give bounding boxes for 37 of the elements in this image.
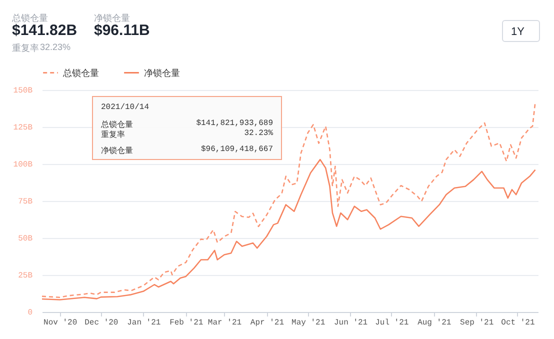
x-tick-label: Feb '21	[170, 318, 204, 328]
legend-label: 净锁仓量	[144, 68, 180, 79]
text: 净锁仓量	[94, 12, 130, 24]
line-series	[41, 158, 536, 300]
text: $96.11B	[94, 22, 150, 40]
y-tick-label: 0	[28, 308, 33, 318]
x-tick-label: Jan '21	[127, 318, 161, 328]
text: 重复率	[12, 42, 39, 55]
annotation: 总锁仓量	[101, 120, 133, 130]
annotation: 32.23%	[244, 129, 273, 138]
x-tick-label: Mar '21	[208, 318, 242, 328]
y-tick-label: 75B	[18, 198, 33, 206]
y-tick-label: 125B	[13, 124, 33, 132]
text: 总锁仓量	[12, 12, 48, 24]
x-tick-label: Dec '20	[84, 318, 118, 328]
y-tick-label: 50B	[18, 234, 33, 244]
x-tick-label: Jul '21	[375, 318, 409, 328]
x-tick-label: Jun '21	[334, 318, 368, 328]
annotation: 重复率	[101, 130, 125, 140]
x-tick-label: May '21	[292, 318, 326, 328]
annotation: $141,821,933,689	[196, 119, 273, 128]
y-tick-label: 150B	[13, 86, 33, 96]
annotation: 2021/10/14	[101, 103, 150, 112]
x-tick-label: Sep '21	[460, 318, 494, 328]
line-series	[41, 101, 536, 298]
annotation: 净锁仓量	[101, 146, 133, 156]
text: 32.23%	[40, 42, 71, 52]
y-tick-label: 100B	[13, 160, 33, 170]
x-tick-label: Apr '21	[250, 318, 284, 328]
legend-label: 总锁仓量	[62, 68, 99, 79]
y-tick-label: 25B	[18, 272, 33, 280]
x-tick-label: Aug '21	[418, 318, 452, 328]
x-tick-label: Oct '21	[501, 318, 535, 328]
text: $141.82B	[12, 22, 78, 40]
x-tick-label: Nov '20	[44, 318, 78, 328]
annotation: $96,109,418,667	[200, 145, 273, 154]
range-button: 1Y	[502, 20, 540, 42]
